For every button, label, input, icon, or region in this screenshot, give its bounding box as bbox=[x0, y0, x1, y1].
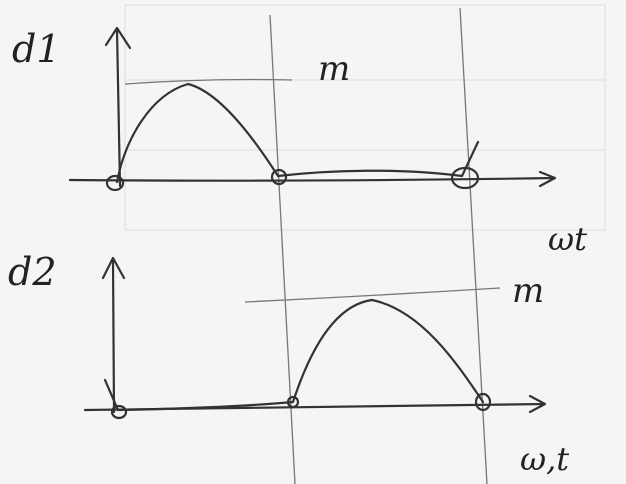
peak-label: m bbox=[318, 49, 350, 89]
y-label: d1 bbox=[12, 27, 61, 71]
peak-label: m bbox=[512, 271, 544, 311]
y-label: d2 bbox=[8, 250, 57, 294]
x-label: ωt bbox=[548, 220, 587, 258]
x-label: ω,t bbox=[520, 440, 569, 478]
sketch: d1 m ωt d2 m ω,t bbox=[0, 0, 626, 484]
